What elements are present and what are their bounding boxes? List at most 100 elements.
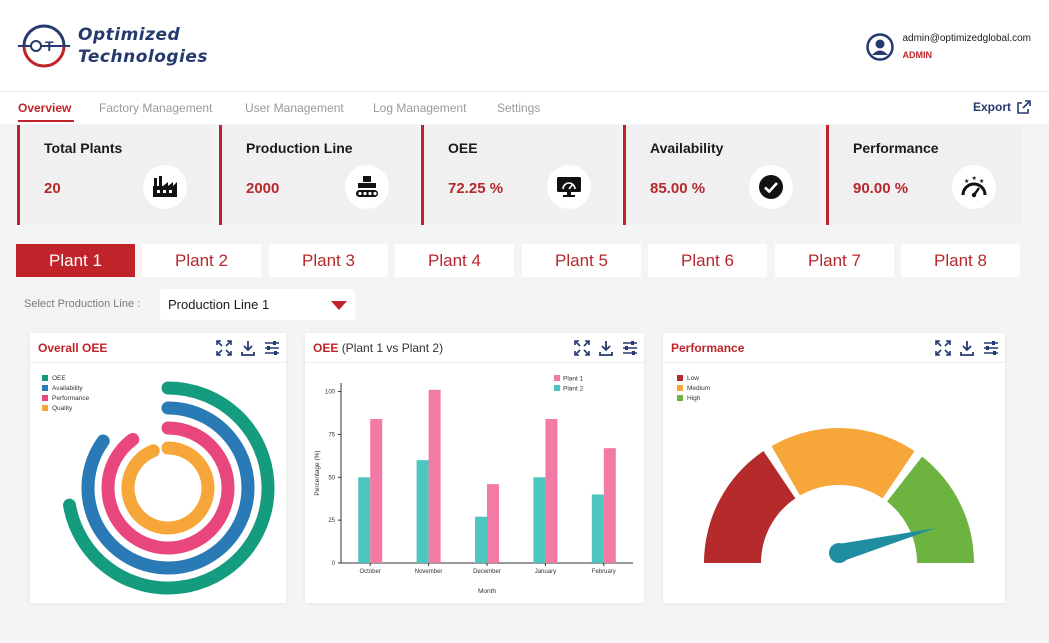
radial-bar-availability xyxy=(81,401,255,575)
kpi-title: Availability xyxy=(650,140,724,156)
tab-plant-1[interactable]: Plant 1 xyxy=(16,244,135,277)
y-tick-label: 100 xyxy=(325,390,336,396)
tab-plant-8[interactable]: Plant 8 xyxy=(901,244,1020,277)
bar-plant-2 xyxy=(475,516,487,563)
panel-title: Performance xyxy=(671,341,745,355)
nav-factory-management[interactable]: Factory Management xyxy=(99,101,213,115)
kpi-title: Performance xyxy=(853,140,939,156)
download-icon[interactable] xyxy=(959,340,975,356)
caret-down-icon xyxy=(331,301,347,310)
bar-plant-2 xyxy=(591,494,604,563)
kpi-card-oee: OEE 72.25 % xyxy=(421,125,617,225)
user-email: admin@optimizedglobal.com xyxy=(902,33,1031,44)
panel-tools xyxy=(574,340,638,356)
logo-mark-icon: T xyxy=(18,24,70,68)
filter-settings-icon[interactable] xyxy=(264,340,280,356)
expand-icon[interactable] xyxy=(574,340,590,356)
gauge-band-medium xyxy=(771,428,915,499)
panel-title: OEE (Plant 1 vs Plant 2) xyxy=(313,341,443,355)
legend-item: Availability xyxy=(42,383,89,393)
nav-overview[interactable]: Overview xyxy=(18,101,72,115)
production-line-select[interactable]: Production Line 1 xyxy=(160,289,355,320)
gauge-band-low xyxy=(704,451,796,563)
radial-bar-performance xyxy=(101,421,235,555)
expand-icon[interactable] xyxy=(216,340,232,356)
tab-plant-3[interactable]: Plant 3 xyxy=(269,244,388,277)
performance-panel: Performance Low Medium High xyxy=(663,333,1005,603)
x-tick-label: February xyxy=(592,569,616,575)
brand-line-2: Technologies xyxy=(78,47,209,67)
x-tick-label: November xyxy=(415,569,443,575)
legend-item: OEE xyxy=(42,373,89,383)
bar-plant-1 xyxy=(428,389,441,563)
legend-label: Plant 1 xyxy=(563,376,584,383)
legend-item: Quality xyxy=(42,403,89,413)
speedometer-icon: ★ ★ ★ xyxy=(952,165,996,209)
download-icon[interactable] xyxy=(598,340,614,356)
legend-item: Medium xyxy=(677,383,710,393)
kpi-card-total-plants: Total Plants 20 xyxy=(17,125,213,225)
app-header: T Optimized Technologies admin@optimized… xyxy=(0,0,1049,92)
kpi-title: Total Plants xyxy=(44,140,123,156)
kpi-value: 90.00 % xyxy=(853,180,909,197)
main-nav: Overview Factory Management User Managem… xyxy=(0,92,1049,124)
expand-icon[interactable] xyxy=(935,340,951,356)
production-line-value: Production Line 1 xyxy=(168,297,270,312)
panel-title-sub: (Plant 1 vs Plant 2) xyxy=(341,341,444,355)
legend-label: Medium xyxy=(687,384,711,392)
panel-title-main: OEE xyxy=(313,341,339,355)
filter-settings-icon[interactable] xyxy=(983,340,999,356)
radial-bar-oee xyxy=(62,381,275,595)
bar-plant-2 xyxy=(358,477,371,563)
x-tick-label: December xyxy=(473,569,501,575)
panel-header: Performance xyxy=(663,333,1005,363)
check-circle-icon xyxy=(749,165,793,209)
bar-plant-2 xyxy=(533,477,546,563)
legend-label: Plant 2 xyxy=(563,386,584,393)
tab-plant-5[interactable]: Plant 5 xyxy=(522,244,641,277)
y-tick-label: 75 xyxy=(328,432,335,438)
y-tick-label: 0 xyxy=(332,561,336,567)
monitor-gauge-icon xyxy=(547,165,591,209)
legend-item: Low xyxy=(677,373,710,383)
panel-tools xyxy=(935,340,999,356)
export-label: Export xyxy=(972,100,1011,114)
conveyor-icon xyxy=(345,165,389,209)
panel-tools xyxy=(216,340,280,356)
oee-comparison-panel: OEE (Plant 1 vs Plant 2) 0 25 50 75 100 Octob… xyxy=(305,333,644,603)
overall-oee-panel: Overall OEE OEE Availability Performance… xyxy=(30,333,286,603)
tab-plant-4[interactable]: Plant 4 xyxy=(395,244,514,277)
tab-plant-6[interactable]: Plant 6 xyxy=(648,244,767,277)
radial-bar-chart xyxy=(62,381,275,595)
bar-plant-1 xyxy=(370,419,383,563)
factory-icon xyxy=(143,165,187,209)
radial-legend: OEE Availability Performance Quality xyxy=(42,373,89,413)
gauge-band-high xyxy=(887,456,974,563)
tab-plant-7[interactable]: Plant 7 xyxy=(775,244,894,277)
nav-user-management[interactable]: User Management xyxy=(245,101,344,115)
download-icon[interactable] xyxy=(240,340,256,356)
svg-text:★: ★ xyxy=(964,178,969,185)
user-avatar-icon[interactable] xyxy=(866,33,895,61)
panel-header: Overall OEE xyxy=(30,333,286,363)
legend-label: OEE xyxy=(52,374,66,382)
nav-settings[interactable]: Settings xyxy=(497,101,541,115)
gauge-needle xyxy=(836,528,936,562)
svg-text:★: ★ xyxy=(972,175,977,182)
tab-plant-2[interactable]: Plant 2 xyxy=(142,244,261,277)
bar-plant-1 xyxy=(603,448,616,563)
brand-name: Optimized Technologies xyxy=(78,24,208,68)
user-menu[interactable]: admin@optimizedglobal.com ADMIN xyxy=(866,32,1031,62)
filter-settings-icon[interactable] xyxy=(622,340,638,356)
gauge-chart xyxy=(704,428,974,563)
nav-log-management[interactable]: Log Management xyxy=(373,101,467,115)
legend-item: Performance xyxy=(42,393,89,403)
x-tick-label: January xyxy=(535,569,556,575)
export-button[interactable]: Export xyxy=(973,100,1031,114)
kpi-title: Production Line xyxy=(246,140,353,156)
bar-plant-1 xyxy=(487,484,499,563)
kpi-card-performance: Performance 90.00 % ★ ★ ★ xyxy=(826,125,1022,225)
bar-plant-2 xyxy=(416,460,429,563)
brand-logo[interactable]: T Optimized Technologies xyxy=(18,20,208,72)
kpi-value: 2000 xyxy=(246,180,280,197)
